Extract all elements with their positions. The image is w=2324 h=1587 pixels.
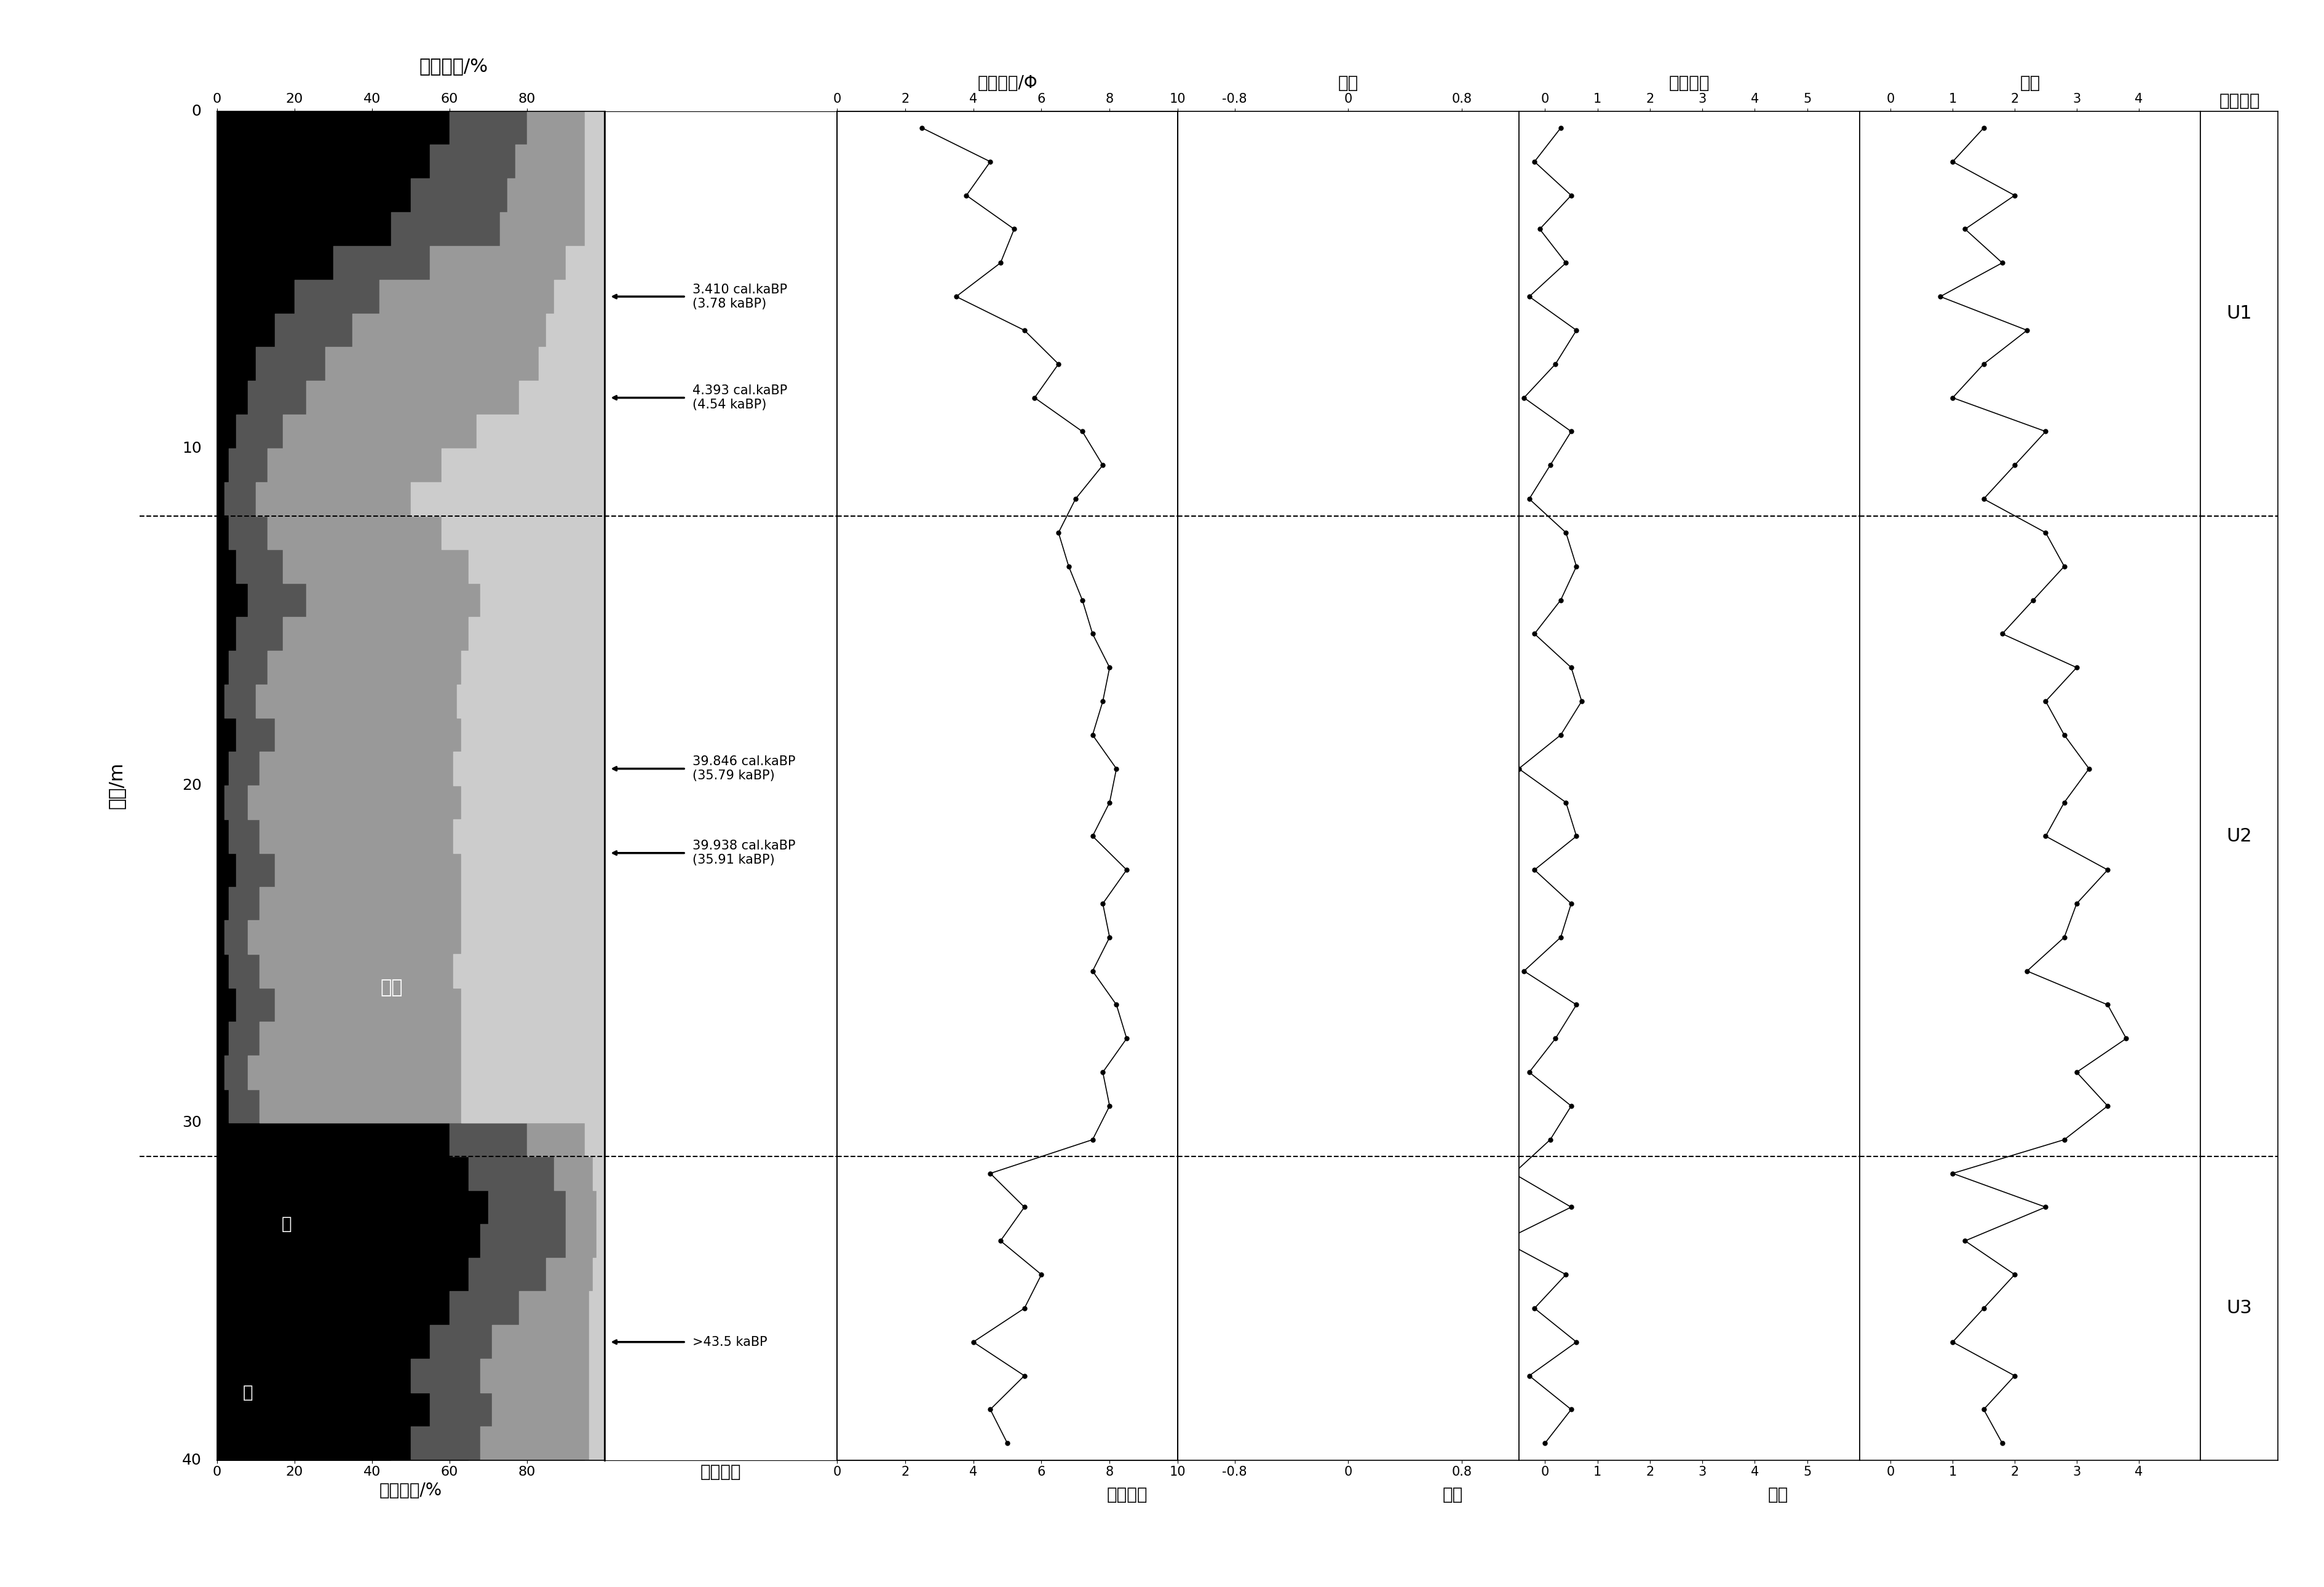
Text: 默土: 默土 — [381, 979, 402, 997]
X-axis label: 测年结果: 测年结果 — [700, 1463, 741, 1481]
Text: 砂: 砂 — [281, 1216, 293, 1233]
Text: 10: 10 — [181, 441, 202, 455]
X-axis label: 沉积单元: 沉积单元 — [2219, 92, 2259, 110]
X-axis label: 偏态: 偏态 — [1339, 75, 1357, 92]
Text: U2: U2 — [2226, 827, 2252, 844]
X-axis label: 相对含鼓/%: 相对含鼓/% — [379, 1482, 442, 1500]
Text: 深度/m: 深度/m — [107, 762, 125, 809]
Text: 0: 0 — [191, 103, 202, 119]
Text: 峰态: 峰态 — [1769, 1485, 1787, 1503]
Text: 20: 20 — [181, 778, 202, 794]
Text: 39.938 cal.kaBP
(35.91 kaBP): 39.938 cal.kaBP (35.91 kaBP) — [693, 840, 795, 867]
Text: 4.393 cal.kaBP
(4.54 kaBP): 4.393 cal.kaBP (4.54 kaBP) — [693, 384, 788, 411]
Text: 相对含鼓/%: 相对含鼓/% — [418, 57, 488, 75]
Text: 39.846 cal.kaBP
(35.79 kaBP): 39.846 cal.kaBP (35.79 kaBP) — [693, 755, 795, 782]
Text: U1: U1 — [2226, 305, 2252, 322]
X-axis label: 平均粒径/Φ: 平均粒径/Φ — [976, 75, 1037, 92]
Text: 粉砂: 粉砂 — [363, 1249, 381, 1266]
X-axis label: 峰态: 峰态 — [2020, 75, 2040, 92]
Text: 分选系数: 分选系数 — [1106, 1485, 1148, 1503]
Text: 30: 30 — [181, 1116, 202, 1130]
Text: 偏态: 偏态 — [1443, 1485, 1462, 1503]
Text: >43.5 kaBP: >43.5 kaBP — [693, 1336, 767, 1349]
X-axis label: 分选系数: 分选系数 — [1669, 75, 1708, 92]
Text: U3: U3 — [2226, 1300, 2252, 1317]
Text: 碎: 碎 — [242, 1384, 253, 1401]
Text: 3.410 cal.kaBP
(3.78 kaBP): 3.410 cal.kaBP (3.78 kaBP) — [693, 284, 788, 309]
Text: 40: 40 — [181, 1452, 202, 1468]
